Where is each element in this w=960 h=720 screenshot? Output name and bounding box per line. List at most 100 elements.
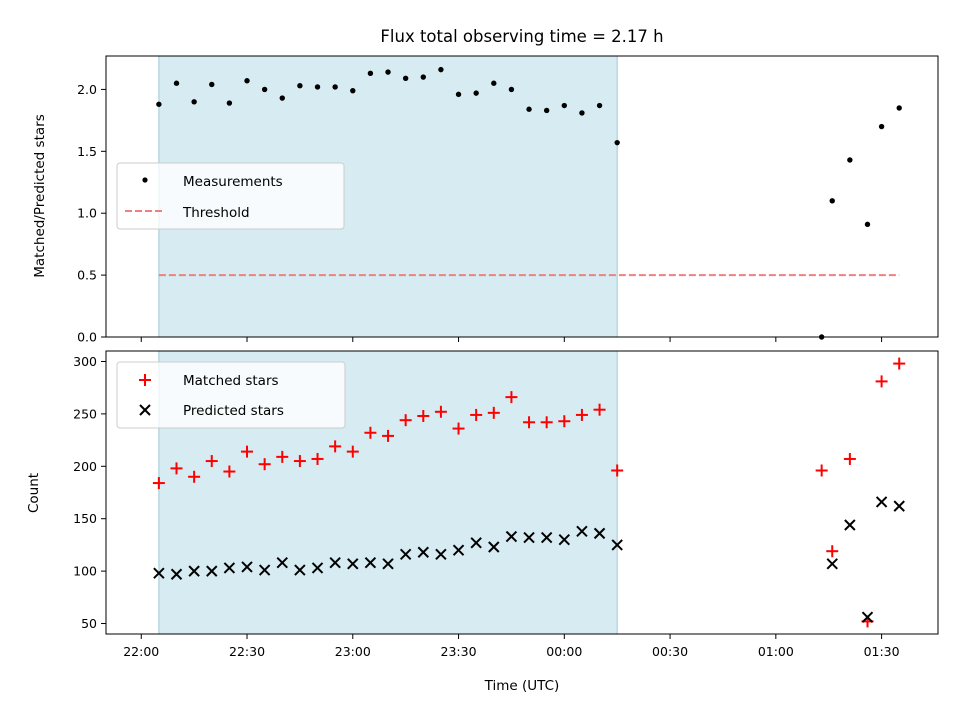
y-tick-label: 100 (73, 564, 97, 579)
predicted-stars-point (435, 548, 447, 561)
predicted-stars-point (861, 611, 874, 623)
predicted-stars-point (826, 558, 838, 570)
measurement-point (279, 95, 285, 101)
measurement-point (614, 139, 620, 146)
matched-stars-point (470, 408, 483, 421)
x-tick-label: 00:30 (652, 644, 688, 659)
count-y-axis-label: Count (26, 473, 42, 513)
predicted-stars-point (347, 558, 359, 570)
y-tick-label: 250 (73, 406, 97, 421)
predicted-stars-point (417, 546, 429, 558)
measurement-point (526, 106, 532, 112)
legend-measurements-marker (142, 177, 148, 183)
y-tick-label: 0.0 (77, 330, 97, 345)
matched-stars-point (487, 406, 500, 419)
measurement-point (332, 84, 338, 90)
predicted-stars-point (488, 541, 500, 553)
predicted-stars-point (241, 561, 253, 573)
matched-stars-point (558, 415, 571, 428)
legend-matched-label: Matched stars (183, 373, 279, 389)
ratio-y-axis-label: Matched/Predicted stars (32, 114, 48, 277)
legend-predicted-label: Predicted stars (183, 403, 284, 419)
measurement-point (455, 91, 462, 98)
measurement-point (261, 86, 268, 93)
predicted-stars-point (153, 567, 165, 579)
matched-stars-point (434, 405, 447, 418)
predicted-stars-point (399, 548, 412, 561)
predicted-stars-point (382, 558, 394, 570)
predicted-stars-point (311, 562, 324, 574)
matched-stars-point (241, 445, 254, 458)
measurement-point (438, 66, 444, 73)
predicted-stars-point (540, 531, 553, 544)
matched-stars-point (893, 357, 906, 370)
x-tick-label: 23:30 (441, 644, 477, 659)
measurement-point (543, 107, 550, 114)
x-tick-label: 01:30 (864, 644, 900, 659)
measurement-point (896, 105, 902, 111)
predicted-stars-point (576, 525, 588, 537)
predicted-stars-point (276, 557, 288, 569)
measurement-point (314, 84, 321, 90)
matched-stars-point (611, 464, 624, 477)
measurement-point (156, 101, 162, 107)
predicted-stars-point (558, 533, 571, 546)
measurement-point (847, 157, 853, 163)
measurement-point (226, 100, 233, 106)
x-tick-label: 22:30 (229, 644, 265, 659)
count-plot-frame (105, 350, 939, 635)
matched-stars-point (311, 452, 324, 465)
measurement-point (350, 87, 356, 94)
measurement-point (385, 69, 391, 75)
matched-stars-point (815, 464, 828, 477)
matched-stars-point (293, 455, 306, 468)
predicted-stars-point (258, 564, 271, 576)
x-tick-label: 23:00 (335, 644, 371, 659)
predicted-stars-point (223, 562, 236, 574)
predicted-stars-point (470, 537, 482, 549)
matched-stars-point (382, 429, 395, 442)
measurement-point (829, 198, 835, 204)
measurement-point (579, 110, 585, 116)
y-tick-label: 300 (73, 354, 97, 369)
matched-stars-point (346, 445, 359, 458)
matched-stars-point (575, 408, 588, 421)
legend-matched-marker (139, 374, 151, 386)
matched-stars-point (223, 465, 236, 478)
y-tick-label: 150 (73, 511, 97, 526)
predicted-stars-point (593, 527, 606, 540)
x-axis-label: Time (UTC) (484, 678, 560, 694)
x-tick-label: 01:00 (758, 644, 794, 659)
measurement-point (402, 75, 409, 81)
predicted-stars-point (188, 565, 200, 577)
predicted-stars-point (893, 500, 905, 512)
predicted-stars-point (329, 557, 341, 569)
predicted-stars-point (505, 530, 518, 543)
predicted-stars-point (844, 519, 856, 531)
count-panel: Count Time (UTC) 50 100 150 200 250 300 22:00 2… (26, 350, 939, 694)
legend-measurements-label: Measurements (183, 174, 283, 190)
legend-predicted-marker (139, 404, 151, 416)
matched-stars-point (875, 375, 888, 388)
measurement-point (473, 90, 479, 96)
count-legend-box (116, 361, 346, 429)
matched-stars-point (523, 416, 536, 429)
measurement-point (596, 102, 603, 109)
matched-stars-point (540, 416, 553, 429)
matched-stars-point (826, 545, 839, 558)
measurement-point (864, 221, 871, 228)
matched-stars-point (417, 409, 430, 422)
ratio-panel: Flux total observing time = 2.17 h Match… (32, 27, 939, 345)
predicted-stars-point (523, 531, 535, 544)
y-tick-label: 0.5 (77, 268, 97, 283)
measurement-point (420, 74, 426, 80)
y-tick-label: 2.0 (77, 82, 97, 97)
matched-stars-point (170, 462, 183, 475)
predicted-stars-point (206, 565, 218, 577)
measurement-point (173, 80, 180, 86)
predicted-stars-point (611, 539, 623, 551)
matched-stars-point (205, 455, 218, 468)
ratio-legend: Measurements Threshold (116, 162, 345, 230)
measurement-point (191, 99, 197, 105)
